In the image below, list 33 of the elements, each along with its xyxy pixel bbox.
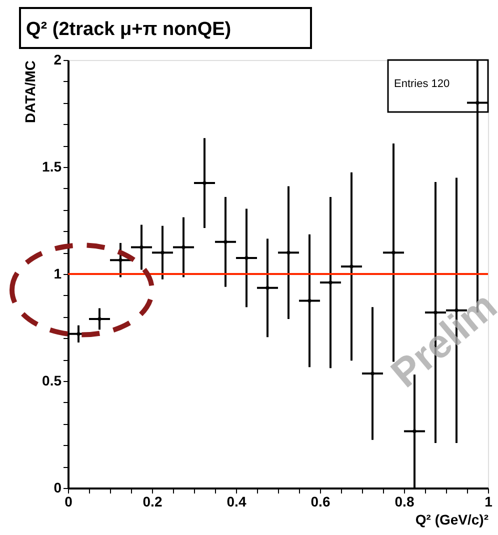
y-tick-label: 2 [54,52,62,68]
y-tick-label: 1.5 [42,158,62,174]
point [160,251,164,254]
x-axis-title: Q² (GeV/c)² [415,512,489,528]
point [412,430,416,433]
point [202,181,206,185]
point [118,258,122,262]
point [140,246,144,249]
chart-title: Q² (2track μ+π nonQE) [26,19,232,40]
point [244,256,248,260]
y-tick-label: 1 [54,266,62,282]
point [224,240,228,244]
point [350,264,354,268]
point [476,101,480,104]
y-tick-label: 0.5 [42,372,62,388]
y-axis-title: DATA/MC [22,60,38,123]
point [392,251,396,254]
y-tick-label: 0 [54,480,62,496]
x-tick-label: 0.6 [310,494,330,510]
x-tick-label: 0.4 [226,494,246,510]
point [76,332,80,336]
point [308,299,312,302]
x-tick-label: 1 [484,494,493,510]
point [98,317,102,321]
point [328,280,332,284]
point [266,286,270,290]
x-tick-label: 0 [64,494,73,510]
point [370,372,374,376]
point [182,246,186,249]
point [286,251,290,254]
annotation: Entries 120 [394,78,450,90]
x-tick-label: 0.2 [142,494,162,510]
x-tick-label: 0.8 [394,494,414,510]
